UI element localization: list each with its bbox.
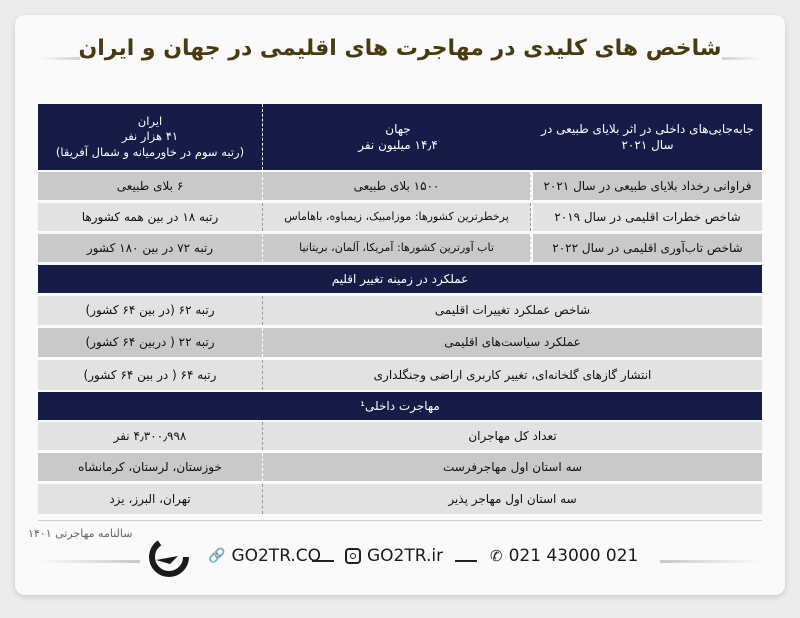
footer-dash	[455, 560, 477, 562]
row-indicator: سه استان اول مهاجرفرست	[262, 453, 762, 481]
row-indicator: عملکرد سیاست‌های اقلیمی	[262, 328, 762, 357]
row-indicator: سه استان اول مهاجر پذیر	[262, 484, 762, 514]
row-world: پرخطرترین کشورها: موزامبیک، زیمباوه، باه…	[262, 203, 531, 231]
row-iran: خوزستان، لرستان، کرمانشاه	[38, 453, 262, 481]
row-world: ۱۵۰۰ بلای طبیعی	[262, 172, 531, 200]
title-divider-left	[40, 57, 80, 60]
row-indicator: تعداد کل مهاجران	[262, 422, 762, 450]
row-iran: ۴٫۳۰۰٫۹۹۸ نفر	[38, 422, 262, 450]
contact-footer: 🔗 GO2TR.CO GO2TR.ir ✆ 021 43000 021	[0, 546, 800, 576]
go2tr-logo-icon	[149, 537, 189, 577]
section-header-internal-migration: مهاجرت داخلی¹	[38, 392, 762, 420]
row-world: تاب آورترین کشورها: آمریکا، آلمان، بریتا…	[262, 234, 531, 262]
row-indicator: شاخص عملکرد تغییرات اقلیمی	[262, 296, 762, 325]
row-iran: تهران، البرز، یزد	[38, 484, 262, 514]
footer-line-left	[40, 560, 140, 563]
page-title: شاخص های کلیدی در مهاجرت های اقلیمی در ج…	[78, 36, 722, 61]
row-indicator: شاخص تاب‌آوری اقلیمی در سال ۲۰۲۲	[533, 234, 762, 262]
row-iran: رتبه ۱۸ در بین همه کشورها	[38, 203, 262, 231]
header-indicator: جابه‌جایی‌های داخلی در اثر بلایای طبیعی …	[533, 104, 762, 170]
row-indicator: فراوانی رخداد بلایای طبیعی در سال ۲۰۲۱	[533, 172, 762, 200]
phone-icon: ✆	[490, 547, 503, 565]
phone-link[interactable]: ✆ 021 43000 021	[490, 546, 638, 566]
footer-dash	[312, 560, 334, 562]
instagram-icon	[345, 548, 361, 564]
header-iran: ایران ۴۱ هزار نفر (رتبه سوم در خاورمیانه…	[38, 104, 262, 170]
link-icon: 🔗	[208, 548, 226, 564]
instagram-text: GO2TR.ir	[367, 546, 444, 566]
website-link[interactable]: 🔗 GO2TR.CO	[208, 546, 321, 566]
source-note: سالنامه مهاجرتی ۱۴۰۱	[28, 527, 133, 540]
row-iran: رتبه ۲۲ ( دربین ۶۴ کشور)	[38, 328, 262, 357]
row-iran: ۶ بلای طبیعی	[38, 172, 262, 200]
header-world: جهان ۱۴٫۴ میلیون نفر	[262, 104, 533, 170]
row-indicator: شاخص خطرات اقلیمی در سال ۲۰۱۹	[533, 203, 762, 231]
section-header-climate-performance: عملکرد در زمینه تغییر اقلیم	[38, 265, 762, 293]
row-iran: رتبه ۶۴ ( در بین ۶۴ کشور)	[38, 360, 262, 390]
row-iran: رتبه ۷۲ در بین ۱۸۰ کشور	[38, 234, 262, 262]
phone-text: 021 43000 021	[508, 546, 639, 566]
divider	[38, 520, 762, 521]
row-indicator: انتشار گازهای گلخانه‌ای، تغییر کاربری ار…	[262, 360, 762, 390]
row-iran: رتبه ۶۲ (در بین ۶۴ کشور)	[38, 296, 262, 325]
instagram-link[interactable]: GO2TR.ir	[345, 546, 443, 566]
footer-line-right	[660, 560, 760, 563]
website-text: GO2TR.CO	[231, 546, 322, 566]
